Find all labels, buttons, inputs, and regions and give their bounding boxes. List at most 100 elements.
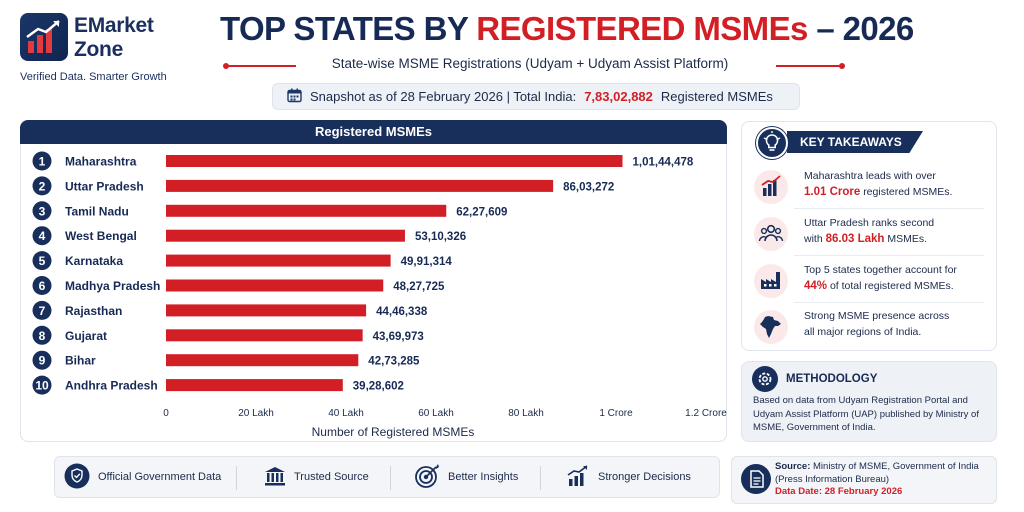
divider [540, 466, 541, 490]
divider [794, 208, 984, 209]
x-axis-label: Number of Registered MSMEs [312, 425, 475, 439]
methodology-panel [741, 361, 997, 442]
takeaway-text-post: of total registered MSMEs. [829, 280, 954, 292]
footer-badge-label: Trusted Source [294, 471, 369, 483]
takeaway-text-pre: Uttar Pradesh ranks second [804, 217, 935, 229]
rank-number: 10 [35, 379, 49, 393]
value-label: 1,01,44,478 [633, 157, 694, 169]
footer-badge-label: Stronger Decisions [598, 471, 691, 483]
source-panel [731, 456, 997, 504]
page-title: TOP STATES BY REGISTERED MSMEs – 2026 [220, 10, 914, 48]
takeaway-text-pre: Top 5 states together account for [804, 264, 957, 276]
takeaway-text-post: MSMEs. [887, 233, 928, 245]
snapshot-bar: Snapshot as of 28 February 2026 | Total … [272, 83, 800, 110]
title-part-1: TOP STATES BY [220, 10, 477, 47]
divider [390, 466, 391, 490]
key-takeaways-heading: KEY TAKEAWAYS [787, 131, 923, 153]
value-label: 42,73,285 [368, 356, 420, 368]
bar [166, 304, 367, 317]
takeaway-text: Strong MSME presence across all major re… [804, 308, 986, 340]
india-map-icon [754, 310, 788, 344]
state-label: West Bengal [65, 229, 137, 243]
state-label: Madhya Pradesh [65, 279, 160, 293]
state-label: Tamil Nadu [65, 204, 129, 218]
bar [166, 155, 623, 167]
document-icon [741, 464, 771, 494]
title-part-3: – 2026 [807, 10, 914, 47]
takeaway-text: Top 5 states together account for 44% of… [804, 262, 986, 294]
rank-badge [32, 251, 52, 271]
rank-number: 6 [39, 279, 46, 293]
takeaway-item: Uttar Pradesh ranks second with 86.03 La… [754, 213, 986, 257]
calendar-icon [287, 88, 302, 106]
takeaway-text-pre: Strong MSME presence across [804, 310, 950, 322]
brand-name-line2: Zone [74, 38, 123, 61]
rank-badge [32, 176, 52, 196]
takeaway-highlight: 1.01 Crore [804, 186, 861, 198]
x-tick-label: 1.2 Crore [685, 408, 727, 419]
state-label: Rajasthan [65, 304, 122, 318]
bar-chart-icon [754, 170, 788, 204]
people-icon [754, 217, 788, 251]
bar [166, 254, 391, 267]
state-label: Maharashtra [65, 155, 137, 169]
rank-number: 4 [39, 229, 46, 243]
value-label: 86,03,272 [563, 181, 614, 193]
x-tick-label: 40 Lakh [328, 408, 364, 419]
x-tick-label: 0 [163, 408, 169, 419]
rank-badge [32, 325, 52, 345]
value-label: 62,27,609 [456, 206, 507, 218]
snapshot-prefix: Snapshot as of 28 February 2026 | Total … [310, 89, 577, 104]
rank-badge [32, 226, 52, 246]
footer-badges-bar [54, 456, 720, 498]
bar [166, 379, 343, 392]
brand-logo-icon [20, 13, 68, 61]
x-tick-label: 20 Lakh [238, 408, 274, 419]
bar [166, 279, 384, 292]
rank-badge [32, 151, 52, 171]
bar-chart: 1 Maharashtra 1,01,44,478 2 Uttar Pradesh 86,… [32, 151, 727, 439]
brand-tagline: Verified Data. Smarter Growth [20, 71, 167, 83]
value-label: 53,10,326 [415, 231, 466, 243]
footer-badge: Official Government Data [64, 456, 221, 498]
bar [166, 179, 554, 192]
value-label: 39,28,602 [353, 381, 404, 393]
rank-number: 2 [39, 179, 46, 193]
state-label: Andhra Pradesh [65, 379, 158, 393]
rank-number: 3 [39, 204, 46, 218]
rank-number: 8 [39, 329, 46, 343]
takeaway-text: Maharashtra leads with over 1.01 Crore r… [804, 168, 986, 200]
rank-number: 1 [39, 155, 46, 169]
page-subtitle: State-wise MSME Registrations (Udyam + U… [331, 56, 729, 71]
rank-number: 7 [39, 304, 46, 318]
takeaway-text-pre: Maharashtra leads with over [804, 170, 936, 182]
subtitle-rule-dot-left [223, 63, 229, 69]
footer-badge-label: Official Government Data [98, 471, 222, 483]
takeaway-item: Strong MSME presence across all major re… [754, 306, 986, 350]
takeaway-text: Uttar Pradesh ranks second with 86.03 La… [804, 215, 986, 247]
gear-icon [752, 366, 778, 392]
growth-chart-icon [566, 464, 590, 491]
bar [166, 329, 363, 342]
value-label: 49,91,314 [401, 256, 453, 268]
takeaway-text-post: all major regions of India. [804, 326, 922, 338]
takeaway-item: Top 5 states together account for 44% of… [754, 260, 986, 304]
subtitle-rule-right [776, 65, 842, 67]
takeaway-highlight: 44% [804, 280, 828, 292]
bar [166, 229, 405, 242]
rank-badge [32, 350, 52, 370]
brand-name-line1: EMarket [74, 14, 154, 37]
lightbulb-icon [756, 127, 788, 159]
rank-badge [32, 375, 52, 395]
rank-number: 9 [39, 354, 46, 368]
x-tick-label: 1 Crore [599, 408, 633, 419]
value-label: 48,27,725 [393, 281, 445, 293]
takeaway-item: Maharashtra leads with over 1.01 Crore r… [754, 166, 986, 210]
rank-number: 5 [39, 254, 46, 268]
rank-badge [32, 300, 52, 320]
factory-icon [754, 264, 788, 298]
state-label: Gujarat [65, 329, 107, 343]
shield-check-icon [64, 463, 90, 492]
title-part-2: REGISTERED MSMEs [476, 10, 808, 47]
rank-badge [32, 276, 52, 295]
